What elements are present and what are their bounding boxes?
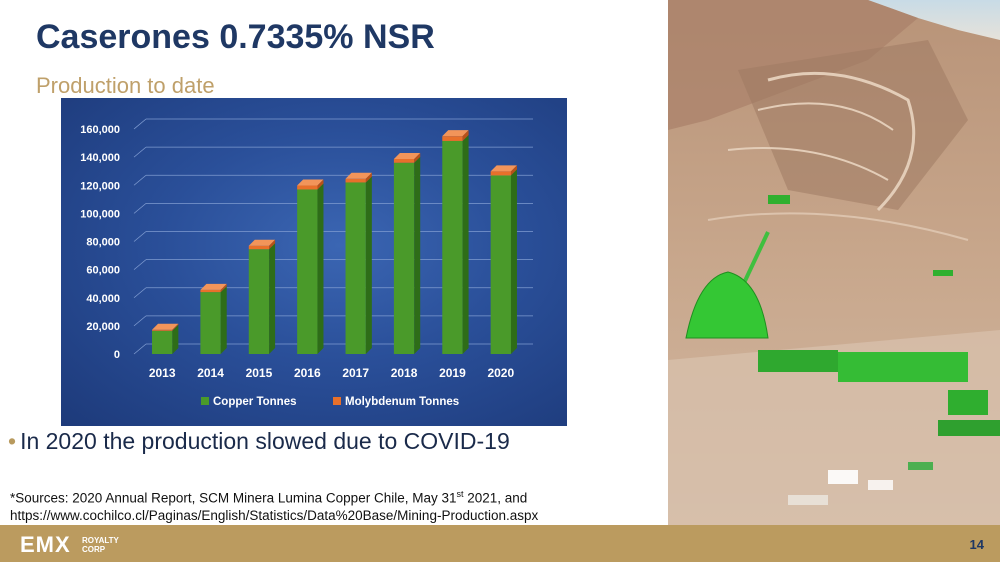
- copper-bar: [345, 182, 366, 354]
- molybdenum-bar-side: [317, 179, 324, 190]
- chart-svg: 0 20,000 40,000 60,000 80,000 100,000 120,000 1…: [80, 118, 533, 408]
- legend-molybdenum-swatch: [333, 397, 341, 405]
- production-chart: 0 20,000 40,000 60,000 80,000 100,000 120,000 1…: [61, 98, 567, 426]
- molybdenum-bar: [345, 178, 366, 183]
- sources-text-end: 2021, and: [463, 490, 528, 506]
- x-tick-label: 2014: [197, 366, 224, 380]
- copper-bar-side: [462, 134, 469, 354]
- gridline-edge: [133, 146, 147, 158]
- logo-sub-line-1: ROYALTY: [82, 536, 119, 545]
- y-tick-label: 20,000: [86, 321, 120, 333]
- copper-bar-side: [269, 243, 276, 354]
- molybdenum-bar-top: [345, 172, 372, 179]
- molybdenum-bar-side: [269, 239, 276, 250]
- gridline-edge: [133, 343, 147, 355]
- legend-copper-label: Copper Tonnes: [213, 396, 296, 408]
- slide-subtitle: Production to date: [36, 73, 215, 98]
- molybdenum-bar-top: [442, 130, 469, 137]
- bullet-dot-icon: •: [8, 428, 17, 454]
- bullet-point: • In 2020 the production slowed due to CO…: [8, 428, 510, 455]
- y-tick-label: 0: [114, 349, 120, 361]
- molybdenum-bar: [248, 245, 270, 250]
- gridline-edge: [133, 118, 147, 130]
- y-tick-label: 80,000: [86, 237, 120, 249]
- molybdenum-bar-side: [462, 130, 469, 141]
- y-tick-label: 160,000: [80, 124, 120, 136]
- legend-molybdenum-label: Molybdenum Tonnes: [345, 396, 459, 408]
- copper-bar-side: [220, 286, 227, 354]
- sources-note: *Sources: 2020 Annual Report, SCM Minera…: [10, 486, 538, 524]
- copper-bar: [248, 249, 270, 354]
- slide-title: Caserones 0.7335% NSR: [36, 18, 435, 56]
- y-tick-label: 140,000: [80, 152, 120, 164]
- copper-bar: [200, 292, 221, 354]
- molybdenum-bar: [297, 185, 318, 190]
- molybdenum-bar-top: [152, 323, 179, 330]
- logo-sub-line-2: CORP: [82, 545, 106, 554]
- copper-bar: [490, 175, 511, 354]
- molybdenum-bar-top: [393, 152, 421, 159]
- sources-text: *Sources: 2020 Annual Report, SCM Minera…: [10, 490, 457, 506]
- copper-bar-side: [414, 156, 421, 354]
- x-tick-label: 2018: [391, 366, 418, 380]
- x-tick-label: 2020: [487, 366, 514, 380]
- gridline-edge: [133, 287, 147, 299]
- copper-bar-side: [510, 169, 517, 354]
- mine-photo: [668, 0, 1000, 525]
- copper-bar-side: [365, 176, 372, 354]
- emx-logo: EMX: [20, 532, 71, 557]
- sources-url[interactable]: https://www.cochilco.cl/Paginas/English/…: [10, 507, 539, 523]
- y-tick-label: 120,000: [80, 180, 120, 192]
- copper-bar: [152, 330, 173, 354]
- y-tick-label: 40,000: [86, 293, 120, 305]
- molybdenum-bar-side: [510, 165, 517, 176]
- copper-bar: [297, 189, 318, 354]
- molybdenum-bar-side: [220, 283, 227, 293]
- molybdenum-bar: [393, 158, 415, 163]
- bullet-text: In 2020 the production slowed due to COV…: [20, 428, 510, 454]
- copper-bar: [442, 140, 463, 354]
- x-tick-label: 2015: [246, 366, 273, 380]
- y-tick-label: 60,000: [86, 265, 120, 277]
- y-tick-label: 100,000: [80, 208, 120, 220]
- molybdenum-bar: [152, 329, 173, 331]
- mine-illustration: [668, 0, 1000, 525]
- molybdenum-bar-top: [200, 283, 227, 290]
- molybdenum-bar-top: [297, 179, 324, 186]
- x-tick-label: 2017: [342, 366, 369, 380]
- copper-bar: [393, 162, 415, 354]
- molybdenum-bar-side: [414, 152, 421, 163]
- molybdenum-bar-side: [172, 323, 179, 331]
- molybdenum-bar-top: [248, 239, 276, 246]
- x-tick-label: 2019: [439, 366, 466, 380]
- molybdenum-bar: [200, 289, 221, 293]
- footer-bar: EMX ROYALTY CORP 14: [0, 525, 1000, 562]
- x-tick-label: 2013: [149, 366, 176, 380]
- gridline-edge: [133, 203, 147, 214]
- gridline-edge: [133, 231, 147, 242]
- copper-bar-side: [172, 324, 179, 354]
- molybdenum-bar: [490, 171, 511, 176]
- molybdenum-bar-side: [365, 172, 372, 183]
- page-number: 14: [969, 537, 984, 552]
- sources-line-1: *Sources: 2020 Annual Report, SCM Minera…: [10, 486, 538, 507]
- gridline-edge: [133, 259, 147, 270]
- legend-copper-swatch: [201, 397, 209, 405]
- x-tick-label: 2016: [294, 366, 321, 380]
- gridline-edge: [133, 174, 147, 186]
- emx-logo-subtitle: ROYALTY CORP: [82, 536, 119, 554]
- sources-superscript: st: [456, 489, 464, 499]
- molybdenum-bar-top: [490, 165, 517, 172]
- gridline-edge: [133, 315, 147, 327]
- molybdenum-bar: [442, 136, 463, 141]
- copper-bar-side: [317, 183, 324, 354]
